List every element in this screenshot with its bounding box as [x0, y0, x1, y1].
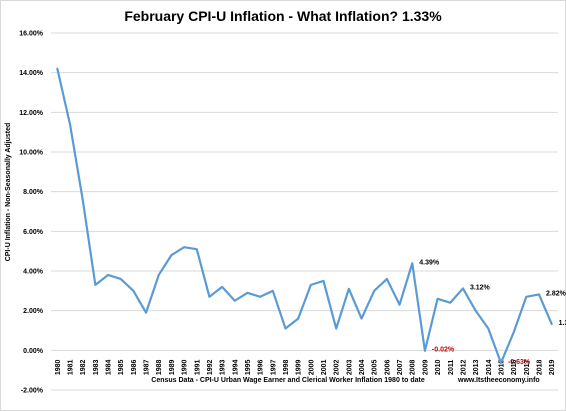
y-axis-label: CPI-U Inflation - Non-Seasonally Adjuste… — [5, 123, 12, 262]
x-tick-label: 2017 — [524, 359, 531, 375]
x-tick-label: 1982 — [80, 359, 87, 375]
x-tick-label: 1981 — [68, 359, 75, 375]
x-tick-label: 2000 — [308, 359, 315, 375]
x-tick-label: 1995 — [245, 359, 252, 375]
chart-title: February CPI-U Inflation - What Inflatio… — [124, 8, 442, 24]
x-tick-label: 2011 — [448, 360, 455, 375]
y-tick-label: 2.00% — [23, 308, 44, 315]
x-tick-label: 2009 — [422, 359, 429, 375]
x-tick-label: 2018 — [536, 359, 543, 375]
x-tick-label: 1992 — [207, 359, 214, 375]
x-tick-label: 1999 — [296, 359, 303, 375]
x-tick-label: 2014 — [486, 359, 493, 375]
x-tick-label: 2013 — [473, 359, 480, 375]
x-tick-label: 2002 — [334, 359, 341, 375]
data-labels: 4.39% -0.02% 3.12% -0.63% 2.82% 1.33% — [419, 259, 566, 366]
x-tick-label: 1987 — [144, 359, 151, 375]
x-tick-label: 1986 — [131, 359, 138, 375]
data-label: -0.63% — [508, 359, 531, 366]
y-axis-ticks: -2.00% 0.00% 2.00% 4.00% 6.00% 8.00% 10.00% 12.… — [19, 31, 44, 395]
data-label: 1.33% — [559, 320, 566, 327]
y-tick-label: 6.00% — [23, 229, 44, 236]
x-tick-label: 2019 — [549, 359, 556, 375]
x-tick-label: 2004 — [359, 359, 366, 375]
y-tick-label: 16.00% — [19, 31, 44, 38]
gridlines — [51, 32, 558, 391]
x-tick-label: 1984 — [106, 359, 113, 375]
x-tick-label: 1990 — [182, 359, 189, 375]
x-axis-ticks: 1980 1981 1982 1983 1984 1985 1986 1987 1988 1989… — [55, 359, 556, 375]
data-label: 2.82% — [546, 290, 566, 297]
y-tick-label: 14.00% — [19, 70, 44, 77]
x-tick-label: 1983 — [93, 359, 100, 375]
source-annotation: Census Data - CPI-U Urban Wage Earner an… — [151, 377, 425, 384]
y-tick-label: 10.00% — [19, 150, 44, 157]
y-tick-label: 12.00% — [19, 110, 44, 117]
x-tick-label: 1997 — [270, 359, 277, 375]
x-tick-label: 1991 — [194, 359, 201, 375]
data-label: -0.02% — [432, 347, 455, 354]
x-tick-label: 2008 — [410, 359, 417, 375]
data-label: 4.39% — [419, 259, 440, 266]
x-tick-label: 2005 — [372, 359, 379, 375]
x-tick-label: 2001 — [321, 359, 328, 375]
x-tick-label: 1996 — [258, 359, 265, 375]
site-annotation: www.Itstheeconomy.info — [457, 377, 540, 384]
x-tick-label: 1988 — [156, 359, 163, 375]
x-tick-label: 2010 — [435, 359, 442, 375]
x-tick-label: 1993 — [220, 359, 227, 375]
x-tick-label: 1989 — [169, 359, 176, 375]
series-line — [56, 67, 553, 364]
x-tick-label: 2006 — [384, 359, 391, 375]
x-tick-label: 1985 — [118, 359, 125, 375]
y-tick-label: 4.00% — [23, 269, 44, 276]
x-tick-label: 2015 — [498, 359, 505, 375]
y-tick-label: 8.00% — [23, 189, 44, 196]
x-tick-label: 2003 — [346, 359, 353, 375]
series-layer — [56, 67, 553, 364]
y-tick-label: 0.00% — [23, 348, 44, 355]
x-tick-label: 2016 — [511, 359, 518, 375]
x-tick-label: 2012 — [460, 359, 467, 375]
data-label: 3.12% — [470, 284, 491, 291]
y-tick-label: -2.00% — [21, 388, 44, 395]
x-tick-label: 1980 — [55, 359, 62, 375]
x-tick-label: 1998 — [283, 359, 290, 375]
x-tick-label: 2007 — [397, 359, 404, 375]
x-tick-label: 1994 — [232, 359, 239, 375]
